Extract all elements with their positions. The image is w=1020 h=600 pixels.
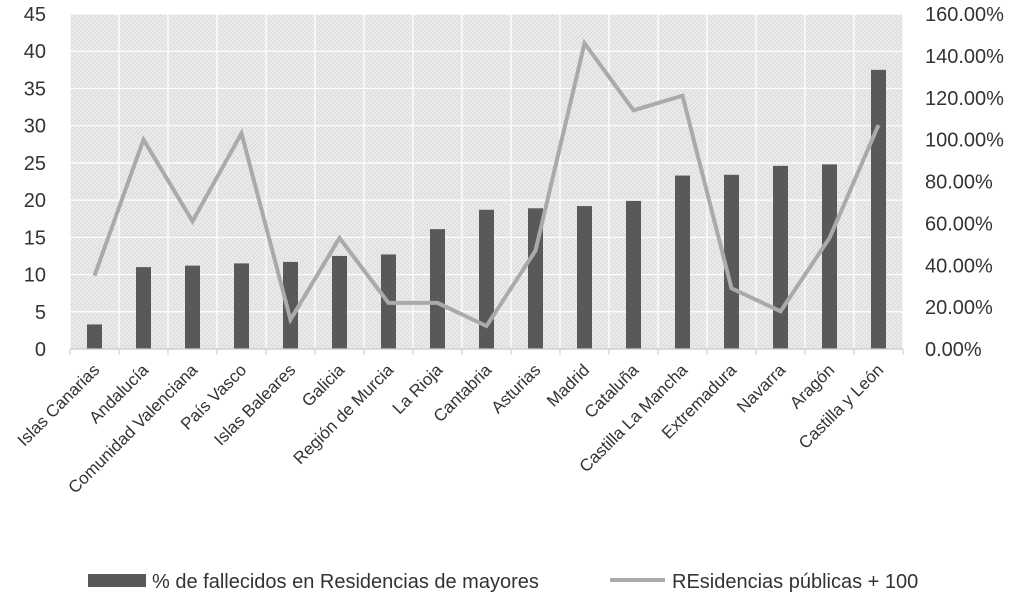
- y-right-tick-label: 40.00%: [925, 255, 993, 277]
- y-right-tick-label: 0.00%: [925, 339, 982, 361]
- x-tick-label: Islas Canarias: [14, 360, 104, 450]
- y-right-tick-label: 80.00%: [925, 172, 993, 194]
- bar: [430, 229, 445, 349]
- y-axis-right-labels: 0.00% 20.00% 40.00% 60.00% 80.00% 100.00% 120.…: [925, 4, 1004, 361]
- bar: [626, 200, 641, 349]
- bar-series: [87, 69, 886, 349]
- x-tick-label: Asturias: [487, 360, 544, 417]
- gridlines: [69, 13, 904, 350]
- x-tick-label: Castilla y León: [795, 360, 887, 452]
- bar: [332, 255, 347, 349]
- legend-bar-label: % de fallecidos en Residencias de mayore…: [152, 571, 539, 593]
- y-left-tick-label: 15: [24, 227, 46, 249]
- y-left-tick-label: 10: [24, 265, 46, 287]
- bar: [234, 263, 249, 349]
- line-path: [92, 38, 881, 329]
- y-left-tick-label: 35: [24, 78, 46, 100]
- y-left-tick-label: 40: [24, 41, 46, 63]
- y-left-tick-label: 20: [24, 190, 46, 212]
- bar: [773, 165, 788, 349]
- y-left-tick-label: 45: [24, 4, 46, 26]
- y-axis-left-labels: 0 5 10 15 20 25 30 35 40 45: [24, 4, 46, 361]
- y-left-tick-label: 0: [35, 339, 46, 361]
- x-tick-label: Navarra: [733, 360, 790, 417]
- bar: [479, 209, 494, 349]
- y-right-tick-label: 140.00%: [925, 46, 1004, 68]
- bar: [87, 324, 102, 349]
- y-left-tick-label: 5: [35, 302, 46, 324]
- legend-line-label: REsidencias públicas + 100: [672, 571, 918, 593]
- y-right-tick-label: 100.00%: [925, 130, 1004, 152]
- y-left-tick-label: 25: [24, 153, 46, 175]
- bar: [724, 174, 739, 349]
- y-right-tick-label: 60.00%: [925, 213, 993, 235]
- bar: [136, 267, 151, 349]
- legend: % de fallecidos en Residencias de mayore…: [88, 571, 918, 593]
- y-right-tick-label: 160.00%: [925, 4, 1004, 26]
- bar: [822, 164, 837, 349]
- y-left-tick-label: 30: [24, 116, 46, 138]
- bar: [283, 261, 298, 349]
- line-series: [92, 38, 881, 329]
- bar: [528, 208, 543, 349]
- bar: [577, 206, 592, 349]
- y-right-tick-label: 120.00%: [925, 88, 1004, 110]
- bar: [185, 265, 200, 349]
- y-right-tick-label: 20.00%: [925, 297, 993, 319]
- bar: [675, 175, 690, 349]
- legend-bar-swatch: [88, 574, 146, 587]
- axes: [69, 348, 904, 355]
- bar: [871, 69, 886, 349]
